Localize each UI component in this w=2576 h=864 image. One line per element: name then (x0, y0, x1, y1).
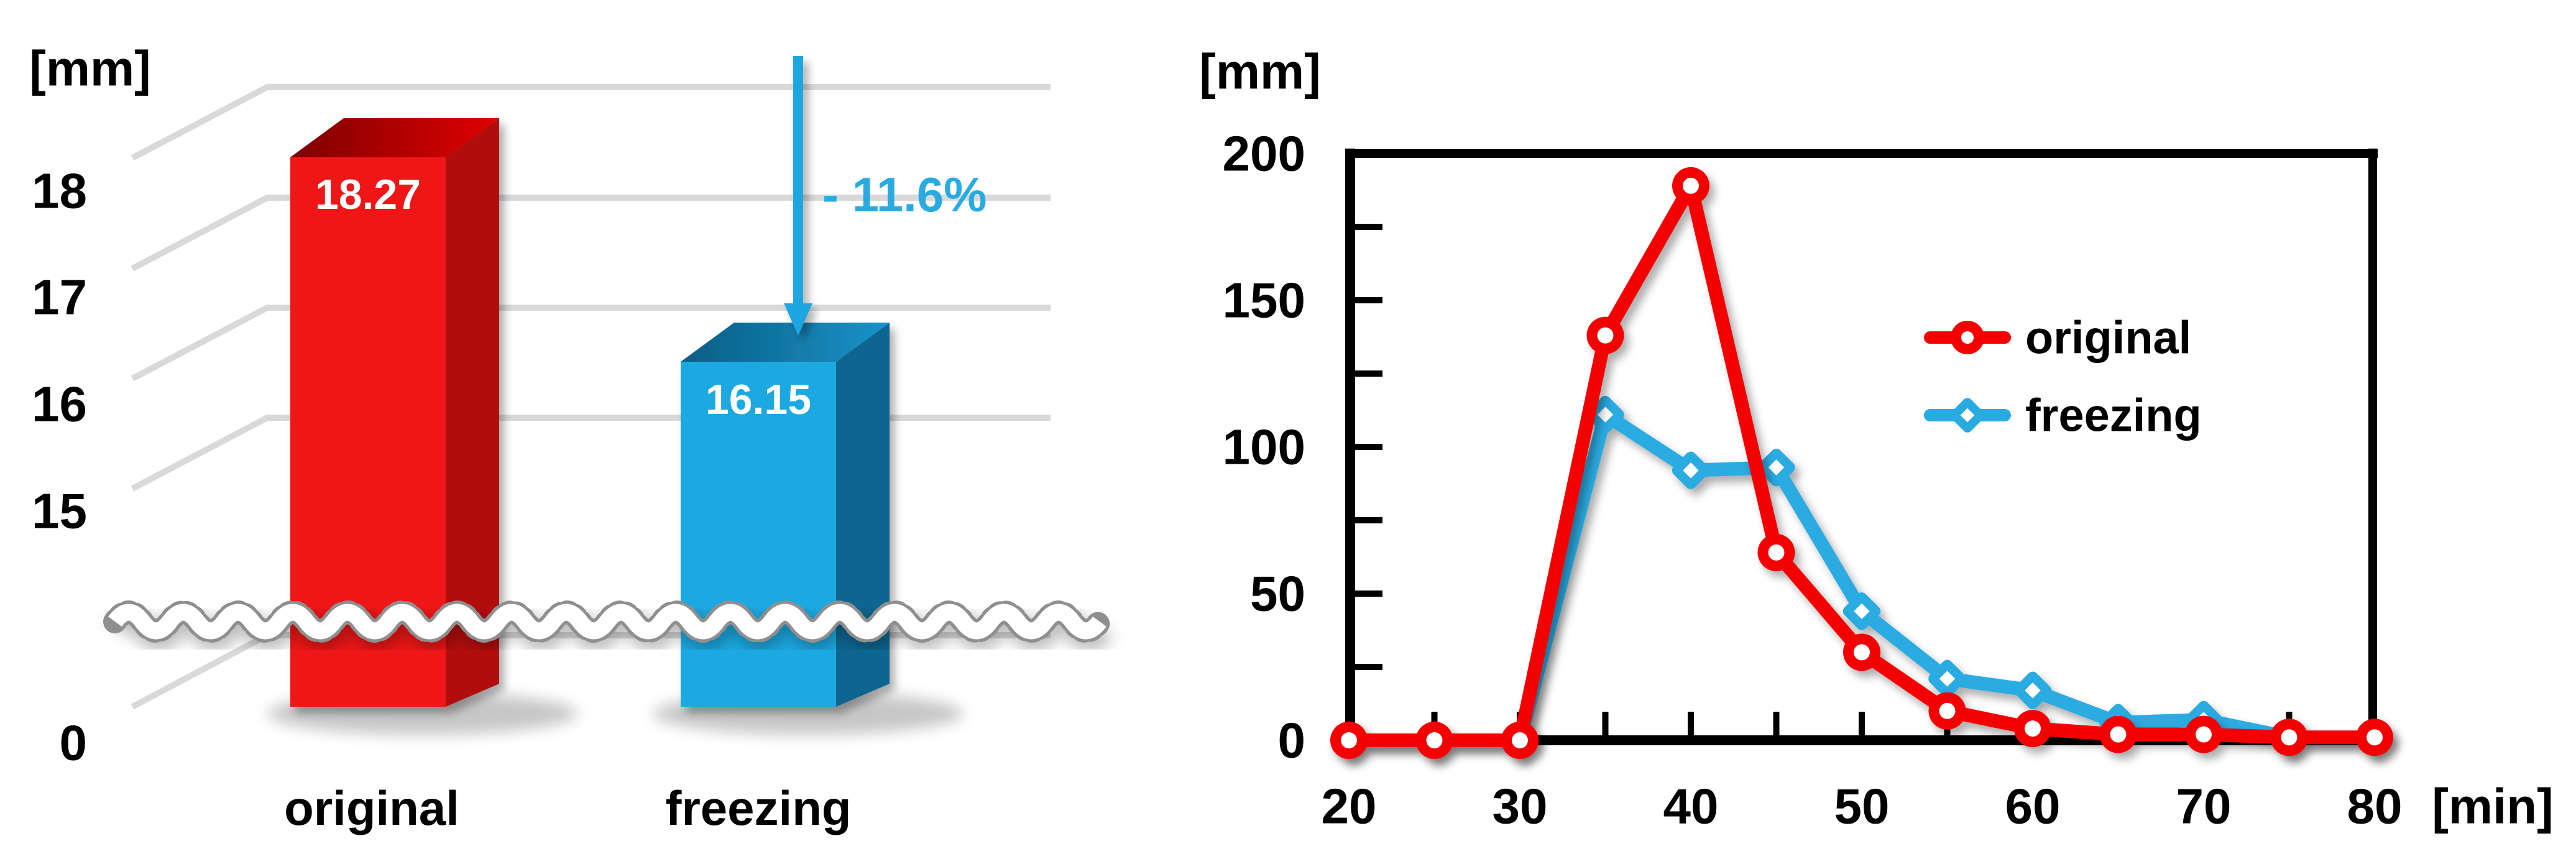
left-y-tick-17: 17 (32, 270, 87, 325)
marker-circle-core (1512, 732, 1528, 748)
right-y-tick-100: 100 (1223, 420, 1305, 475)
marker-circle-core (2196, 726, 2212, 743)
legend-marker-freezing-core (1960, 408, 1975, 423)
bar-freezing-top (681, 323, 890, 362)
axis-break-wave (108, 604, 1106, 640)
percent-change-annotation: - 11.6% (822, 167, 987, 222)
legend-label-original: original (2025, 312, 2191, 364)
right-y-tick-0: 0 (1278, 713, 1306, 768)
left-y-unit-label: [mm] (29, 41, 151, 96)
legend-label-freezing: freezing (2025, 390, 2202, 441)
left-y-tick-18: 18 (32, 163, 87, 219)
marker-circle-core (1683, 177, 1699, 194)
right-y-unit-label: [mm] (1199, 44, 1321, 99)
generated-graphics (103, 56, 2394, 760)
left-x-category-freezing: freezing (665, 781, 851, 835)
right-x-tick-70: 70 (2176, 779, 2232, 834)
legend-marker-original-core (1961, 331, 1974, 344)
right-x-tick-80: 80 (2347, 779, 2403, 834)
right-y-tick-50: 50 (1250, 566, 1305, 622)
marker-circle-core (1854, 644, 1870, 661)
marker-circle-core (2367, 729, 2383, 746)
arrow-head-icon (784, 303, 812, 336)
bar-original-top (290, 118, 499, 157)
right-x-unit-label: [min] (2432, 779, 2554, 834)
right-y-tick-150: 150 (1223, 273, 1305, 328)
series-freezing (1330, 395, 2394, 760)
legend (1924, 321, 2011, 433)
bar-value-freezing: 16.15 (706, 376, 811, 423)
gridline (131, 84, 1051, 161)
right-x-tick-60: 60 (2005, 779, 2061, 834)
marker-circle-core (1341, 732, 1357, 748)
gridline (131, 195, 1051, 272)
bar-value-original: 18.27 (315, 171, 421, 218)
right-y-tick-200: 200 (1223, 126, 1305, 182)
marker-circle-core (2281, 729, 2298, 746)
series-original (1330, 167, 2393, 759)
gridline (131, 305, 1051, 382)
right-x-tick-40: 40 (1663, 779, 1719, 834)
left-y-tick-0: 0 (60, 715, 88, 771)
marker-circle-core (1597, 327, 1614, 344)
marker-circle-core (1426, 732, 1443, 748)
marker-circle-core (1939, 702, 1956, 719)
right-x-tick-50: 50 (1834, 779, 1890, 834)
arrow-shaft (793, 56, 803, 305)
series-freezing-line (1342, 408, 2381, 747)
gridline (131, 415, 1051, 492)
left-y-tick-16: 16 (32, 377, 87, 432)
marker-circle-core (2110, 726, 2127, 743)
left-y-tick-15: 15 (32, 484, 87, 539)
right-x-tick-20: 20 (1322, 779, 1377, 834)
left-x-category-original: original (284, 781, 459, 835)
marker-circle-core (1768, 544, 1785, 561)
labels-layer: [mm] 18 17 16 15 0 18.27 16.15 - 11.6% o… (29, 41, 2554, 836)
decrease-arrow-icon (784, 56, 812, 336)
bar-original-side (446, 118, 499, 707)
right-x-tick-30: 30 (1493, 779, 1548, 834)
marker-circle-core (2025, 720, 2041, 737)
